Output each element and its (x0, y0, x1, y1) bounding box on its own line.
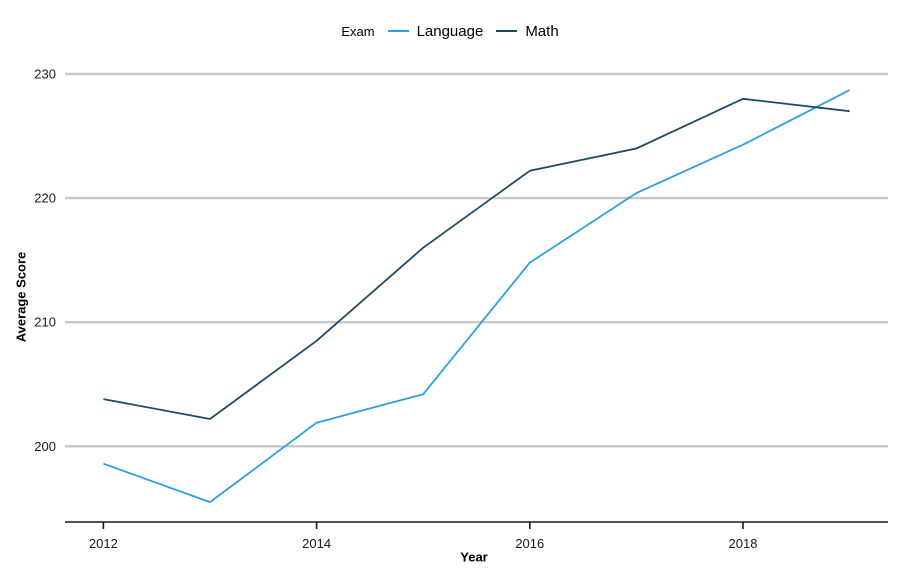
math-line-swatch (496, 30, 518, 32)
x-tick-label-2012: 2012 (89, 536, 118, 551)
math-line (103, 97, 850, 420)
x-axis-title: Year (460, 549, 488, 565)
legend-label-language: Language (416, 22, 484, 40)
legend-label-math: Math (525, 22, 559, 40)
x-tick-label-2016: 2016 (515, 536, 544, 551)
language-line (103, 89, 851, 504)
x-tick-label-2018: 2018 (729, 536, 758, 551)
legend-item-language: Language (387, 22, 484, 40)
y-tick-label-210: 210 (34, 315, 56, 330)
y-tick-label-200: 200 (34, 439, 56, 454)
legend-title: Exam (341, 23, 375, 39)
language-line-swatch (387, 30, 409, 32)
y-tick-label-230: 230 (34, 67, 56, 82)
legend-item-math: Math (496, 22, 559, 40)
legend: Exam Language Math (0, 14, 900, 48)
y-axis-title: Average Score (13, 251, 29, 343)
x-tick-label-2014: 2014 (302, 536, 331, 551)
y-tick-label-220: 220 (34, 191, 56, 206)
